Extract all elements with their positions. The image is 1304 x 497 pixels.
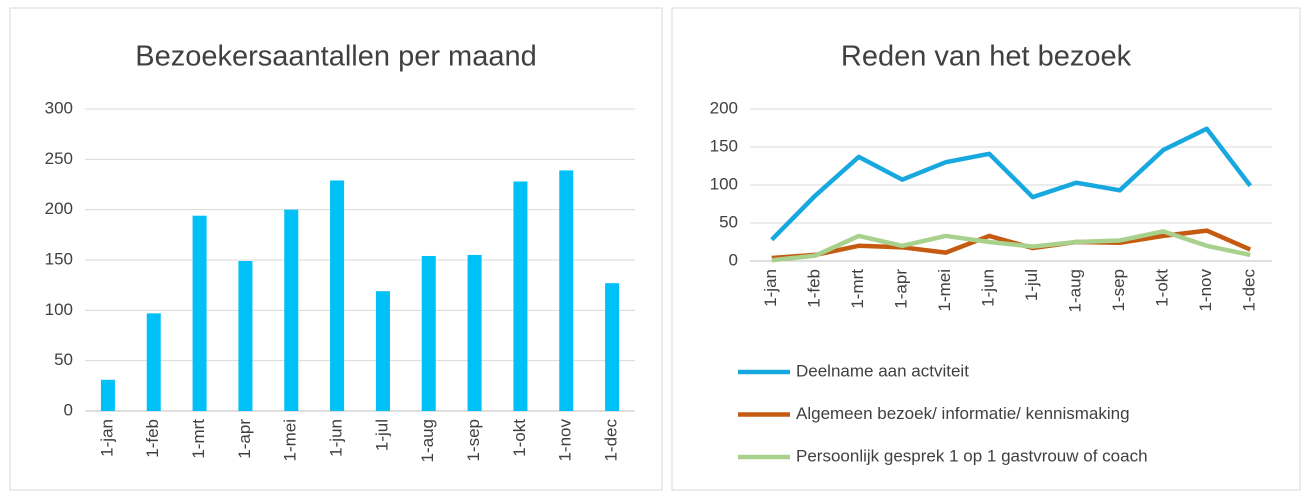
x-tick-label: 1-mrt [189, 419, 208, 459]
y-tick-label: 0 [729, 250, 738, 269]
legend-label: Persoonlijk gesprek 1 op 1 gastvrouw of … [796, 446, 1148, 465]
bar [559, 170, 574, 411]
x-tick-label: 1-dec [1240, 269, 1259, 312]
x-tick-label: 1-mei [935, 269, 954, 312]
x-tick-label: 1-dec [602, 419, 621, 462]
x-tick-label: 1-jun [327, 419, 346, 457]
x-tick-label: 1-mrt [848, 269, 867, 309]
x-tick-label: 1-okt [510, 419, 529, 457]
y-tick-label: 0 [64, 400, 73, 419]
x-tick-label: 1-feb [143, 419, 162, 458]
panel [671, 7, 1301, 491]
bar [284, 209, 299, 411]
x-tick-label: 1-apr [892, 269, 911, 309]
bar [146, 313, 161, 411]
x-tick-label: 1-aug [1066, 269, 1085, 312]
x-tick-label: 1-mei [281, 419, 300, 462]
y-tick-label: 250 [45, 149, 73, 168]
x-tick-label: 1-nov [556, 419, 575, 462]
legend-label: Deelname aan actviteit [796, 361, 969, 380]
bar [375, 291, 390, 411]
x-tick-label: 1-sep [1109, 269, 1128, 312]
bar [238, 261, 253, 411]
x-tick-label: 1-aug [418, 419, 437, 462]
y-tick-label: 100 [45, 300, 73, 319]
x-tick-label: 1-jul [1022, 269, 1041, 301]
bar [467, 254, 482, 411]
y-tick-label: 50 [54, 350, 73, 369]
bar [330, 180, 345, 411]
line-series [770, 126, 1253, 242]
bar [100, 379, 115, 411]
x-tick-label: 1-jul [372, 419, 391, 451]
y-tick-label: 50 [719, 212, 738, 231]
line-series [771, 229, 1251, 263]
x-tick-label: 1-okt [1153, 269, 1172, 307]
y-tick-label: 200 [45, 199, 73, 218]
bar [605, 283, 620, 411]
y-tick-label: 150 [710, 136, 738, 155]
y-tick-label: 300 [45, 98, 73, 117]
legend-label: Algemeen bezoek/ informatie/ kennismakin… [796, 404, 1130, 423]
x-tick-label: 1-apr [235, 419, 254, 459]
x-tick-label: 1-nov [1196, 269, 1215, 312]
bar [421, 255, 436, 411]
bar [192, 215, 207, 411]
x-tick-label: 1-feb [805, 269, 824, 308]
bar [513, 181, 528, 411]
x-tick-label: 1-jun [979, 269, 998, 307]
y-tick-label: 200 [710, 98, 738, 117]
chart-title: Reden van het bezoek [841, 41, 1132, 73]
x-tick-label: 1-jan [761, 269, 780, 307]
chart-title: Bezoekersaantallen per maand [135, 41, 536, 73]
y-tick-label: 100 [710, 174, 738, 193]
y-tick-label: 150 [45, 249, 73, 268]
x-tick-label: 1-jan [97, 419, 116, 457]
x-tick-label: 1-sep [464, 419, 483, 462]
